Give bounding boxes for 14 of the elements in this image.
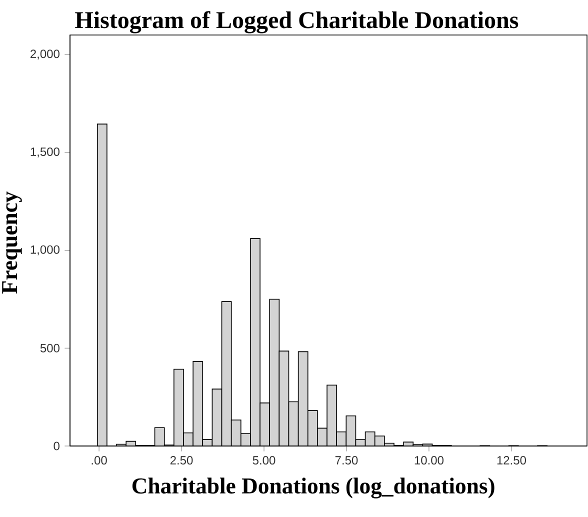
x-tick-label: 12.50 — [497, 456, 526, 465]
x-tick-label: 7.50 — [335, 456, 358, 465]
y-tick-label: 1,000 — [30, 245, 60, 256]
x-tick-label: 2.50 — [170, 456, 193, 465]
y-tick-label: 2,000 — [30, 50, 60, 60]
x-tick-label: .00 — [92, 456, 107, 465]
y-tick-label: 1,500 — [30, 147, 60, 158]
chart-title: Histogram of Logged Charitable Donations — [75, 11, 518, 34]
y-axis-title: Frequency — [2, 191, 22, 294]
y-tick-label: 0 — [54, 442, 60, 450]
x-tick-label: 5.00 — [252, 456, 276, 465]
x-tick-label: 10.00 — [414, 456, 444, 465]
x-axis-title: Charitable Donations (log_donations) — [132, 478, 494, 498]
y-tick-label: 500 — [40, 344, 60, 352]
